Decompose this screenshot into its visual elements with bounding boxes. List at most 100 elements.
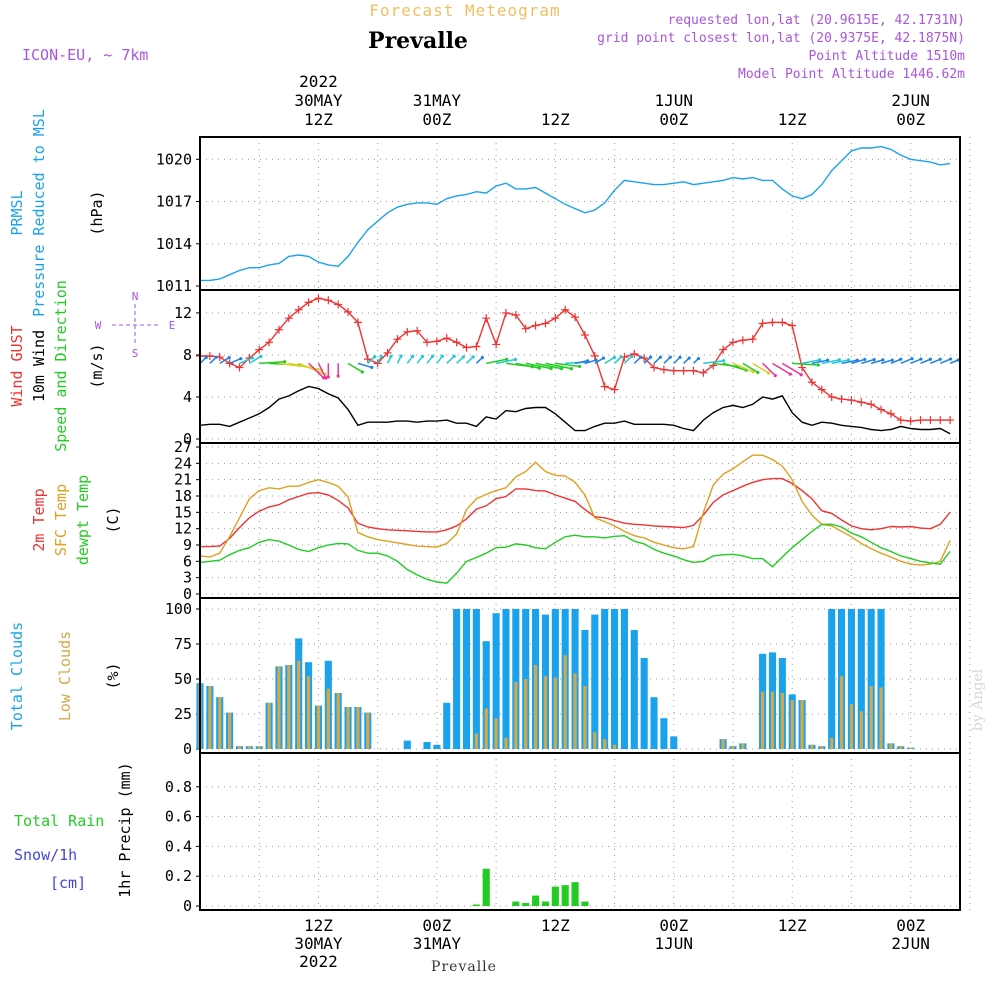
bar-low_cloud: [257, 746, 261, 749]
time-label-top: 00Z: [659, 110, 688, 129]
wind-arrow-head: [471, 355, 475, 359]
wind-arrow: [239, 357, 253, 365]
y-tick-label: 6: [183, 552, 192, 570]
bar-total_cloud: [620, 609, 628, 749]
wind-arrow-head: [687, 356, 691, 360]
wind-arrow: [910, 358, 922, 365]
y-tick-label: 18: [174, 487, 192, 505]
bar-low_cloud: [356, 707, 360, 749]
wind-arrow: [495, 358, 516, 365]
wind-arrow-head: [227, 356, 231, 360]
wind-arrow-head: [379, 354, 383, 358]
wind-arrow-head: [648, 355, 653, 359]
wind-arrow: [357, 362, 372, 369]
gust-marker: [531, 321, 540, 330]
bar-total_cloud: [610, 609, 619, 749]
bar-low_cloud: [800, 700, 804, 749]
y-tick-label: 15: [174, 503, 192, 521]
wind-arrow: [831, 359, 849, 365]
requested-coords: requested lon,lat (20.9615E, 42.1731N): [668, 13, 965, 28]
wind-arrow-head: [956, 358, 960, 362]
gust-marker: [482, 314, 491, 323]
y-axis-label: (%): [104, 662, 122, 689]
y-axis-label: (hPa): [88, 190, 106, 235]
wind-arrow-head: [360, 370, 364, 374]
wind-arrow: [890, 358, 902, 365]
wind-arrow-head: [204, 355, 208, 359]
y-tick-label: 0.4: [165, 837, 192, 855]
gust-marker: [798, 363, 807, 372]
wind-arrow-head: [480, 356, 484, 360]
gust-marker: [580, 330, 589, 339]
wind-arrow-head: [696, 356, 701, 361]
bar-total_cloud: [867, 609, 875, 749]
wind-arrow: [762, 362, 776, 377]
gust-marker: [758, 319, 767, 328]
bar-total_cloud: [433, 744, 441, 749]
wind-arrow: [930, 358, 941, 365]
wind-arrow-head: [919, 357, 923, 361]
pressure-label: Pressure Reduced to MSL: [30, 109, 48, 317]
time-label-bottom: 00Z: [896, 916, 925, 935]
wind-arrow-head: [461, 355, 465, 359]
time-label-bottom: 1JUN: [655, 934, 694, 953]
gust-marker: [393, 335, 402, 344]
bar-low_cloud: [810, 744, 814, 749]
gust-marker: [571, 313, 580, 322]
time-label-bottom: 00Z: [422, 916, 451, 935]
bar-low_cloud: [573, 673, 577, 749]
wind-arrow-head: [537, 366, 542, 370]
bar-low_cloud: [287, 665, 291, 749]
time-label-top: 00Z: [896, 110, 925, 129]
wind-arrow-head: [881, 358, 885, 362]
gust-marker: [205, 351, 214, 360]
bar-low_cloud: [326, 688, 330, 749]
y-tick-label: 21: [174, 471, 192, 489]
gust-label: Wind GUST: [8, 325, 26, 406]
gust-marker: [679, 366, 688, 375]
gust-marker: [906, 417, 915, 426]
gust-marker: [373, 359, 382, 368]
gust-marker: [669, 366, 678, 375]
pressure-label: PRMSL: [8, 190, 26, 235]
y-tick-label: 9: [183, 536, 192, 554]
bar-low_cloud: [780, 693, 784, 749]
wind-arrow: [880, 359, 893, 365]
wind-arrow: [219, 357, 230, 364]
bar-low_cloud: [603, 739, 607, 749]
gust-marker: [274, 325, 283, 334]
bar-total_cloud: [601, 609, 609, 749]
gust-marker: [225, 359, 234, 368]
gust-marker: [857, 398, 866, 407]
bar-total_cloud: [660, 718, 668, 749]
bar-low_cloud: [494, 718, 498, 749]
low-clouds-label: Low Clouds: [56, 631, 74, 721]
bar-total_cloud: [502, 609, 510, 749]
wind-arrow-head: [767, 371, 771, 375]
wind-arrow-head: [336, 374, 340, 378]
wind-arrow-head: [863, 357, 867, 362]
wind-arrow-head: [938, 357, 942, 361]
wind-arrow-head: [817, 358, 822, 362]
time-label-bottom: 31MAY: [413, 934, 462, 953]
wind-arrow-head: [513, 357, 518, 362]
bar-low_cloud: [297, 660, 301, 749]
y-axis-label: (C): [104, 506, 122, 533]
wind-arrow: [772, 362, 791, 375]
wind-arrow-head: [326, 375, 330, 379]
bar-low_cloud: [514, 681, 518, 749]
bar-rain: [532, 895, 540, 906]
bar-low_cloud: [721, 739, 725, 749]
wind-arrow-head: [837, 358, 841, 362]
gust-marker: [807, 378, 816, 387]
wind-arrow: [781, 362, 802, 376]
time-label-bottom: 2JUN: [891, 934, 930, 953]
bar-low_cloud: [228, 712, 232, 749]
gust-marker: [877, 405, 886, 414]
compass-n: N: [132, 290, 139, 303]
gust-marker: [472, 342, 481, 351]
panel-1: 0 4 8 12: [174, 289, 971, 448]
wind-arrow-head: [658, 355, 663, 359]
wind-arrow-head: [612, 355, 617, 360]
